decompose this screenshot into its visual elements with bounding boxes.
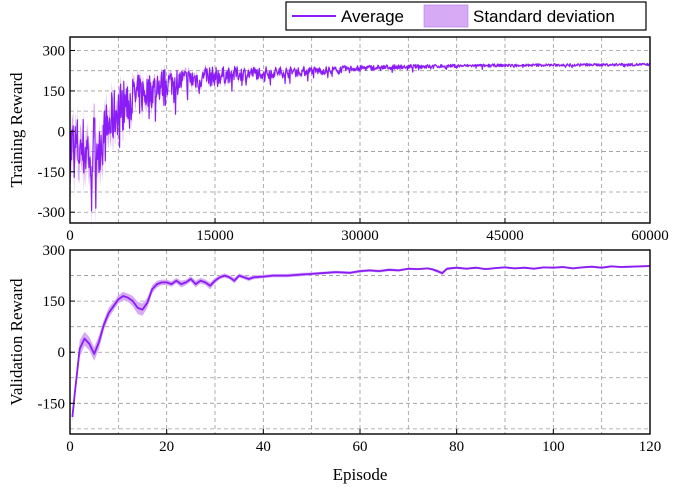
training-y-axis-title: Training Reward: [7, 72, 26, 188]
validation-x-tick-label: 40: [256, 439, 271, 455]
validation-reward-panel: 0 20 40 60 80 100 120 300 150 0 -150 Validation R…: [7, 243, 661, 484]
training-average-line: [69, 62, 651, 212]
validation-y-tick-label: 150: [43, 294, 66, 310]
legend: Average Standard deviation: [285, 1, 647, 31]
training-x-ticks: 0 15000 30000 45000 60000: [66, 218, 669, 244]
validation-y-axis-title: Validation Reward: [7, 278, 26, 405]
validation-x-tick-label: 100: [542, 439, 565, 455]
training-x-tick-label: 60000: [631, 228, 669, 244]
training-average-path: [69, 62, 651, 212]
validation-std-area: [72, 265, 650, 423]
validation-x-tick-label: 60: [353, 439, 368, 455]
training-x-tick-label: 15000: [196, 228, 234, 244]
training-x-tick-label: 30000: [341, 228, 379, 244]
validation-average-path: [71, 265, 651, 418]
validation-x-tick-label: 0: [66, 439, 74, 455]
training-y-tick-label: -300: [38, 205, 66, 221]
training-y-tick-label: 150: [43, 84, 66, 100]
training-y-tick-label: 0: [58, 124, 66, 140]
validation-y-ticks: 300 150 0 -150: [38, 243, 75, 412]
validation-std-band: [72, 265, 650, 423]
training-y-ticks: 300 150 0 -150 -300: [38, 43, 75, 221]
validation-x-tick-label: 120: [639, 439, 662, 455]
legend-std-label: Standard deviation: [473, 7, 615, 26]
validation-y-tick-label: 0: [58, 345, 66, 361]
validation-x-ticks: 0 20 40 60 80 100 120: [66, 429, 661, 455]
training-y-tick-label: 300: [43, 43, 66, 59]
legend-std-swatch: [423, 4, 469, 28]
training-y-tick-label: -150: [38, 165, 66, 181]
validation-x-tick-label: 20: [159, 439, 174, 455]
legend-average-label: Average: [341, 7, 404, 26]
validation-y-tick-label: 300: [43, 243, 66, 259]
validation-x-axis-title: Episode: [333, 465, 388, 484]
validation-x-tick-label: 80: [449, 439, 464, 455]
validation-average-line: [71, 265, 651, 418]
validation-grid: [70, 250, 650, 434]
training-x-tick-label: 0: [66, 228, 74, 244]
training-x-tick-label: 45000: [486, 228, 524, 244]
training-reward-panel: 0 15000 30000 45000 60000 300 150 0 -150 -300 Tr…: [7, 36, 669, 244]
validation-y-tick-label: -150: [38, 396, 66, 412]
